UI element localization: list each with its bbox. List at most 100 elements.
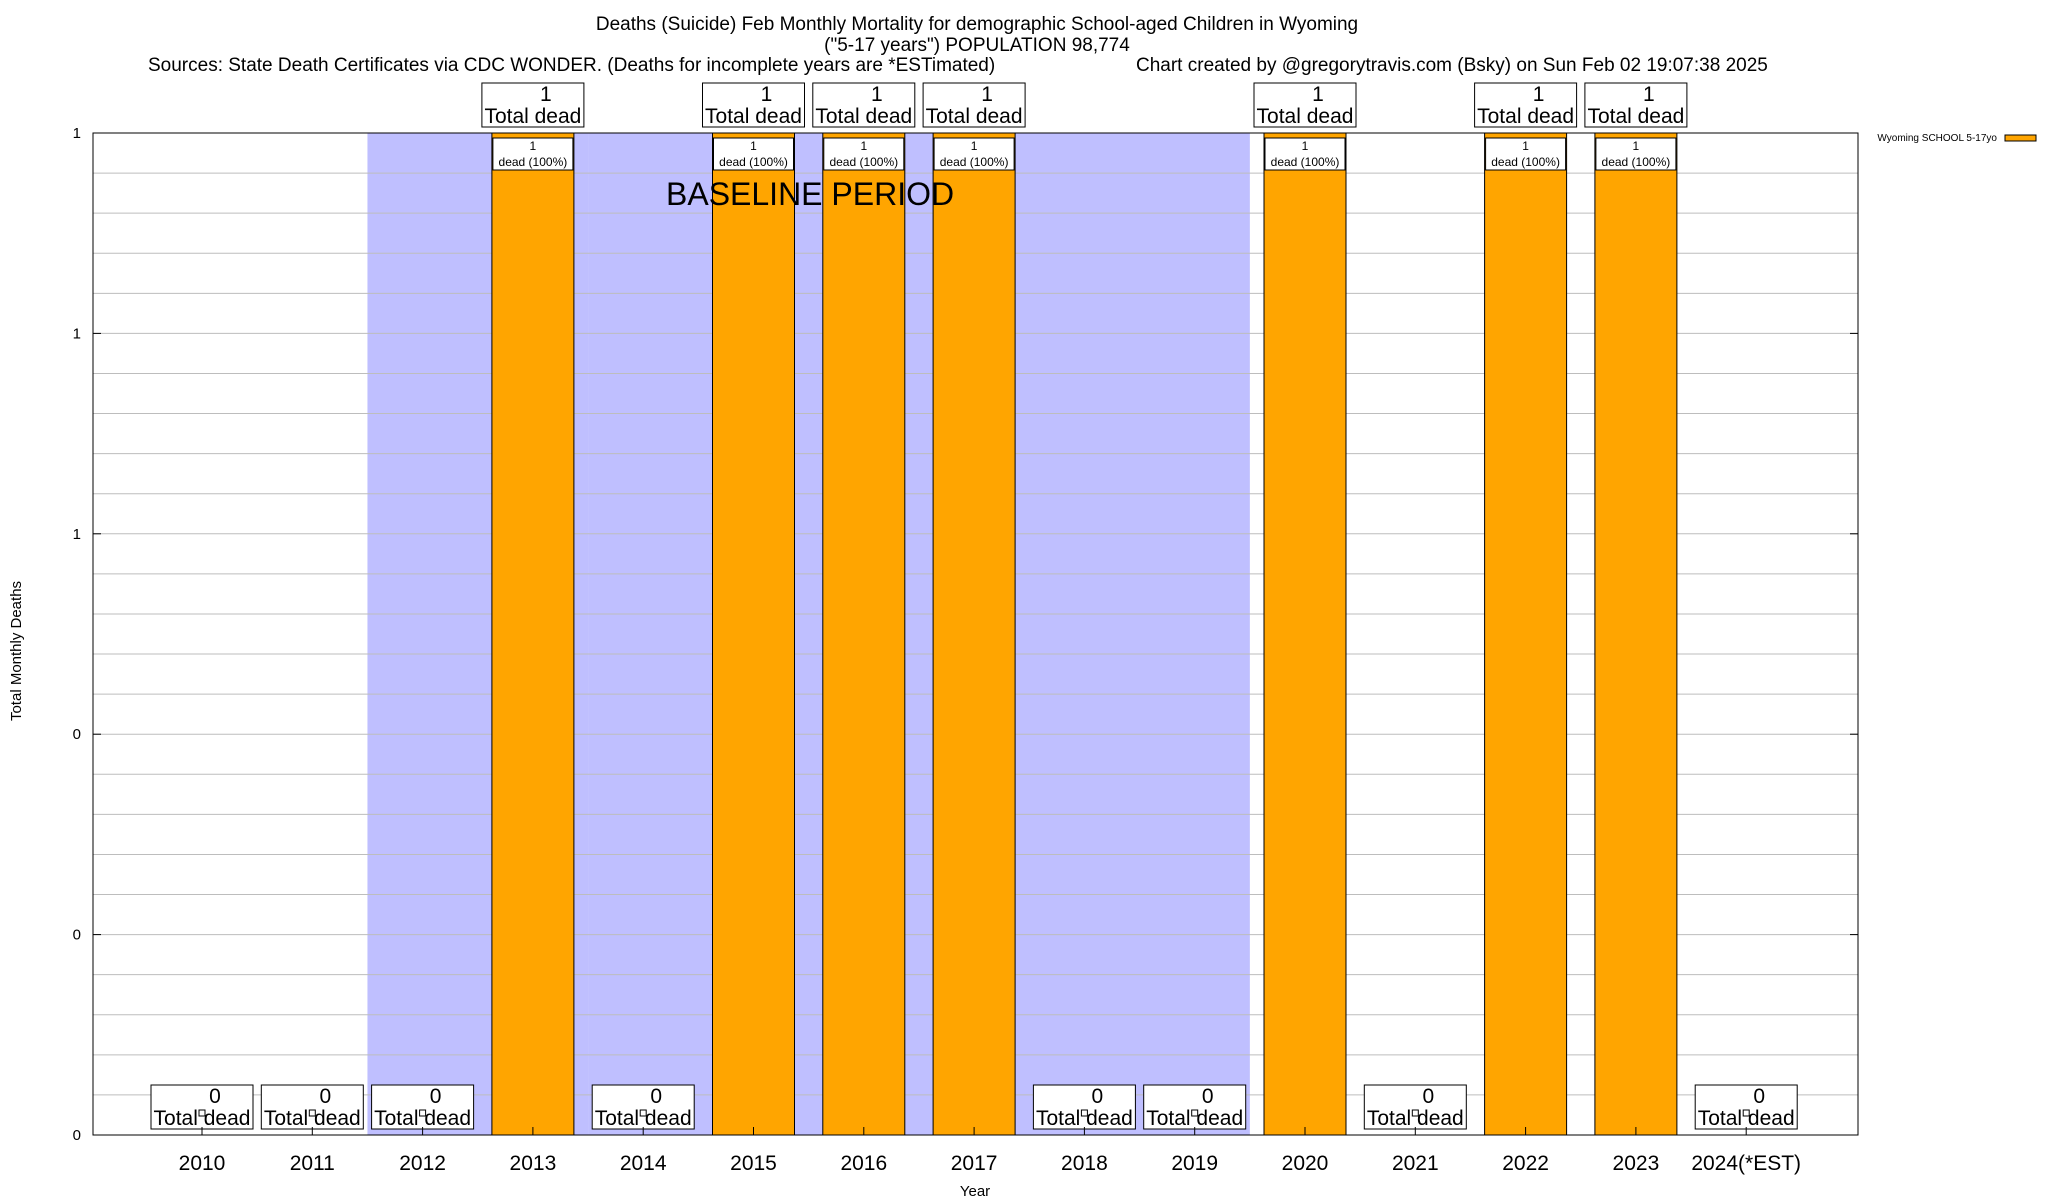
- y-axis-label: Total Monthly Deaths: [8, 581, 25, 721]
- chart-sources-note: Sources: State Death Certificates via CD…: [148, 55, 995, 76]
- x-tick-label: 2015: [730, 1152, 777, 1175]
- total-label-box: [922, 82, 1026, 128]
- total-label-box: [371, 1084, 475, 1130]
- bar-inner-value-label: 1: [1633, 139, 1640, 153]
- total-label-box: [481, 82, 585, 128]
- x-tick-label: 2018: [1061, 1152, 1108, 1175]
- bar-inner-percent-label: dead (100%): [829, 155, 898, 169]
- chart-credit-note: Chart created by @gregorytravis.com (Bsk…: [1136, 55, 1768, 76]
- bar-inner-label-box: [492, 137, 574, 171]
- total-dead-label: Total dead: [374, 1107, 471, 1130]
- bar-inner-percent-label: dead (100%): [719, 155, 788, 169]
- x-axis-label: Year: [960, 1183, 990, 1200]
- legend: Wyoming SCHOOL 5-17yo: [1877, 133, 2037, 144]
- total-value-label: 1: [871, 83, 883, 106]
- total-dead-label: Total dead: [1257, 105, 1354, 128]
- total-value-label: 0: [319, 1085, 331, 1108]
- total-value-label: 0: [209, 1085, 221, 1108]
- total-value-label: 0: [1092, 1085, 1104, 1108]
- total-value-label: 0: [650, 1085, 662, 1108]
- total-dead-label: Total dead: [1587, 105, 1684, 128]
- total-value-label: 1: [540, 83, 552, 106]
- chart-title-line-2: ("5-17 years") POPULATION 98,774: [824, 35, 1130, 56]
- total-dead-label: Total dead: [1367, 1107, 1464, 1130]
- x-tick-label: 2020: [1282, 1152, 1329, 1175]
- total-value-label: 1: [1312, 83, 1324, 106]
- total-value-label: 1: [1533, 83, 1545, 106]
- total-label-box: [1363, 1084, 1467, 1130]
- y-tick-label: 0: [73, 1127, 81, 1144]
- total-dead-label: Total dead: [264, 1107, 361, 1130]
- bar-2017: [932, 132, 1016, 1136]
- total-dead-label: Total dead: [926, 105, 1023, 128]
- zero-point-marker: [308, 1109, 316, 1117]
- total-dead-label: Total dead: [1146, 1107, 1243, 1130]
- bar-inner-percent-label: dead (100%): [1271, 155, 1340, 169]
- total-dead-label: Total dead: [705, 105, 802, 128]
- x-tick-label: 2012: [399, 1152, 446, 1175]
- y-tick-label: 1: [73, 526, 81, 543]
- total-label-box: [1143, 1084, 1247, 1130]
- x-tick-label: 2024(*EST): [1691, 1152, 1801, 1175]
- plot-frame: [92, 132, 1859, 1136]
- bar-inner-label-box: [1595, 137, 1677, 171]
- bar-inner-percent-label: dead (100%): [940, 155, 1009, 169]
- y-tick-label: 0: [73, 726, 81, 743]
- zero-point-marker: [1742, 1109, 1750, 1117]
- zero-point-marker: [639, 1109, 647, 1117]
- axes-layer: 0 0 0 1 1 1 2010 2011 2012 2013 2014 2015 2016 2017 20…: [73, 125, 1859, 1175]
- bar-inner-value-label: 1: [530, 139, 537, 153]
- total-dead-label: Total dead: [595, 1107, 692, 1130]
- x-tick-label: 2010: [179, 1152, 226, 1175]
- bar-inner-percent-label: dead (100%): [1602, 155, 1671, 169]
- x-tick-label: 2023: [1613, 1152, 1660, 1175]
- bar-2016: [822, 132, 906, 1136]
- total-value-label: 1: [981, 83, 993, 106]
- bar-2020: [1263, 132, 1347, 1136]
- x-tick-label: 2014: [620, 1152, 667, 1175]
- bar-inner-value-label: 1: [860, 139, 867, 153]
- x-tick-label: 2011: [290, 1152, 335, 1175]
- zero-point-marker: [1191, 1109, 1199, 1117]
- bars-layer: [491, 132, 1678, 1136]
- zero-point-marker: [1080, 1109, 1088, 1117]
- legend-swatch: [2004, 134, 2037, 142]
- bar-inner-value-label: 1: [1302, 139, 1309, 153]
- total-value-label: 0: [430, 1085, 442, 1108]
- zero-point-marker: [1411, 1109, 1419, 1117]
- x-tick-label: 2021: [1392, 1152, 1439, 1175]
- bar-inner-label-box: [823, 137, 905, 171]
- total-label-box: [702, 82, 805, 128]
- bar-inner-label-box: [1485, 137, 1567, 171]
- bar-inner-value-label: 1: [1522, 139, 1529, 153]
- total-label-box: [1253, 82, 1357, 128]
- bar-inner-percent-label: dead (100%): [1491, 155, 1560, 169]
- legend-label: Wyoming SCHOOL 5-17yo: [1877, 133, 1997, 144]
- total-dead-label: Total dead: [154, 1107, 251, 1130]
- x-tick-label: 2016: [840, 1152, 887, 1175]
- y-tick-label: 0: [73, 927, 81, 944]
- total-dead-label: Total dead: [1477, 105, 1574, 128]
- y-tick-label: 1: [73, 325, 81, 342]
- zero-point-marker: [198, 1109, 206, 1117]
- total-label-box: [1694, 1084, 1798, 1130]
- bar-2015: [712, 132, 795, 1136]
- bar-inner-percent-label: dead (100%): [499, 155, 568, 169]
- bar-2013: [491, 132, 575, 1136]
- x-tick-label: 2013: [510, 1152, 557, 1175]
- total-label-box: [150, 1084, 254, 1130]
- total-label-box: [591, 1084, 695, 1130]
- x-tick-label: 2019: [1171, 1152, 1218, 1175]
- zero-point-marker: [419, 1109, 427, 1117]
- total-dead-label: Total dead: [1036, 1107, 1133, 1130]
- y-tick-label: 1: [73, 125, 81, 142]
- total-dead-label: Total dead: [484, 105, 581, 128]
- total-dead-label: Total dead: [1698, 1107, 1795, 1130]
- chart-title-line-1: Deaths (Suicide) Feb Monthly Mortality f…: [596, 14, 1358, 35]
- total-value-label: 0: [1422, 1085, 1434, 1108]
- bar-2023: [1594, 132, 1678, 1136]
- bar-inner-value-label: 1: [750, 139, 757, 153]
- total-value-label: 0: [1753, 1085, 1765, 1108]
